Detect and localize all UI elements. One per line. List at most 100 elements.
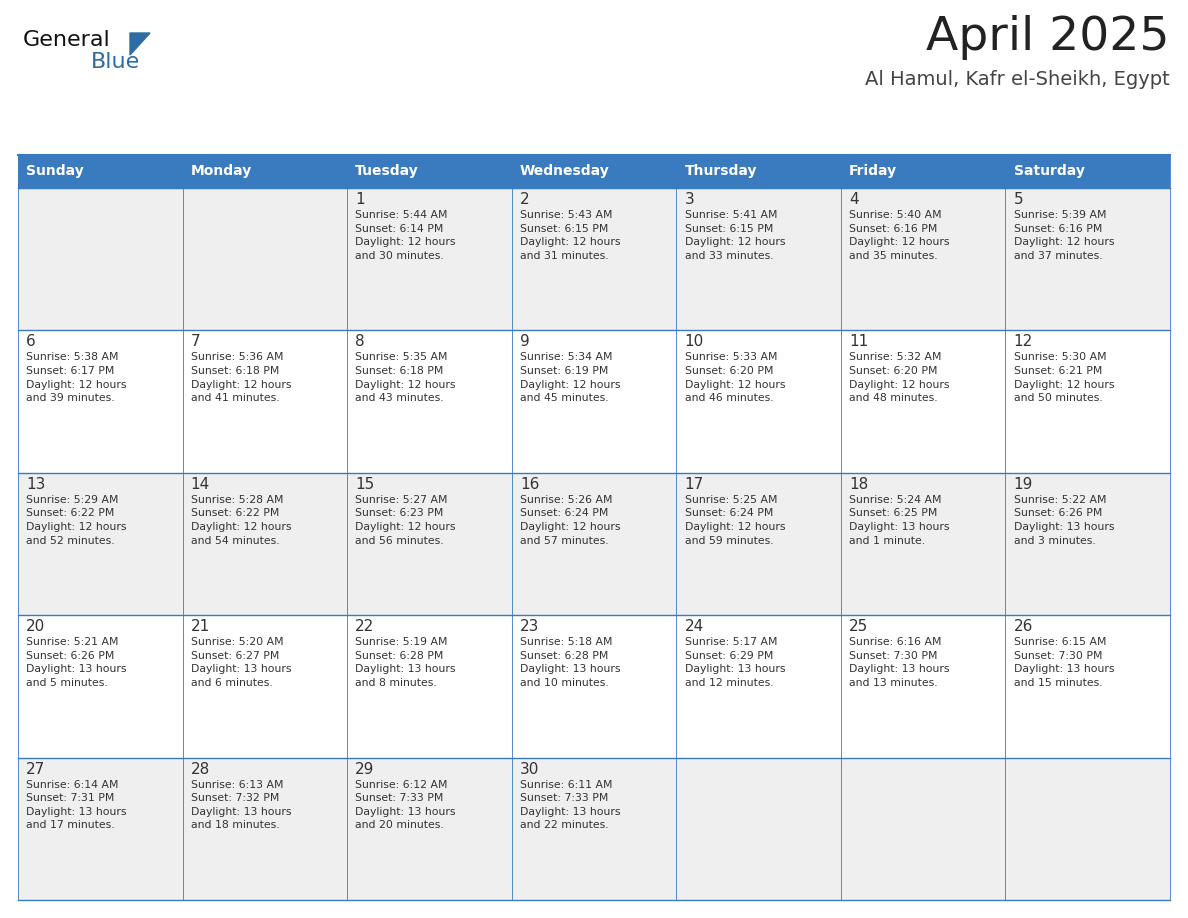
Bar xyxy=(183,473,347,615)
Text: Sunrise: 5:18 AM
Sunset: 6:28 PM
Daylight: 13 hours
and 10 minutes.: Sunrise: 5:18 AM Sunset: 6:28 PM Dayligh… xyxy=(520,637,620,688)
Bar xyxy=(841,473,1005,615)
Bar xyxy=(512,155,676,188)
Text: 19: 19 xyxy=(1013,476,1034,492)
Bar xyxy=(676,757,841,900)
Text: Blue: Blue xyxy=(91,52,140,72)
Bar xyxy=(1005,757,1170,900)
Text: 20: 20 xyxy=(26,620,45,634)
Bar xyxy=(1005,188,1170,330)
Bar xyxy=(18,757,183,900)
Bar xyxy=(512,188,676,330)
Text: Sunrise: 5:38 AM
Sunset: 6:17 PM
Daylight: 12 hours
and 39 minutes.: Sunrise: 5:38 AM Sunset: 6:17 PM Dayligh… xyxy=(26,353,127,403)
Text: Sunrise: 6:14 AM
Sunset: 7:31 PM
Daylight: 13 hours
and 17 minutes.: Sunrise: 6:14 AM Sunset: 7:31 PM Dayligh… xyxy=(26,779,127,831)
Text: 12: 12 xyxy=(1013,334,1032,350)
Bar xyxy=(1005,330,1170,473)
Bar xyxy=(347,473,512,615)
Text: Monday: Monday xyxy=(191,164,252,178)
Text: Sunrise: 6:15 AM
Sunset: 7:30 PM
Daylight: 13 hours
and 15 minutes.: Sunrise: 6:15 AM Sunset: 7:30 PM Dayligh… xyxy=(1013,637,1114,688)
Text: 28: 28 xyxy=(191,762,210,777)
Bar xyxy=(512,757,676,900)
Bar xyxy=(676,155,841,188)
Text: Sunrise: 5:40 AM
Sunset: 6:16 PM
Daylight: 12 hours
and 35 minutes.: Sunrise: 5:40 AM Sunset: 6:16 PM Dayligh… xyxy=(849,210,949,261)
Bar xyxy=(841,330,1005,473)
Text: 11: 11 xyxy=(849,334,868,350)
Text: 15: 15 xyxy=(355,476,374,492)
Text: Sunrise: 5:44 AM
Sunset: 6:14 PM
Daylight: 12 hours
and 30 minutes.: Sunrise: 5:44 AM Sunset: 6:14 PM Dayligh… xyxy=(355,210,456,261)
Bar xyxy=(183,615,347,757)
Bar xyxy=(347,757,512,900)
Text: Sunrise: 5:25 AM
Sunset: 6:24 PM
Daylight: 12 hours
and 59 minutes.: Sunrise: 5:25 AM Sunset: 6:24 PM Dayligh… xyxy=(684,495,785,545)
Text: Sunrise: 5:19 AM
Sunset: 6:28 PM
Daylight: 13 hours
and 8 minutes.: Sunrise: 5:19 AM Sunset: 6:28 PM Dayligh… xyxy=(355,637,456,688)
Bar xyxy=(347,188,512,330)
Text: 29: 29 xyxy=(355,762,374,777)
Text: 27: 27 xyxy=(26,762,45,777)
Text: 6: 6 xyxy=(26,334,36,350)
Text: 23: 23 xyxy=(520,620,539,634)
Text: Sunrise: 5:35 AM
Sunset: 6:18 PM
Daylight: 12 hours
and 43 minutes.: Sunrise: 5:35 AM Sunset: 6:18 PM Dayligh… xyxy=(355,353,456,403)
Text: 5: 5 xyxy=(1013,192,1023,207)
Bar xyxy=(18,155,183,188)
Text: Sunrise: 5:21 AM
Sunset: 6:26 PM
Daylight: 13 hours
and 5 minutes.: Sunrise: 5:21 AM Sunset: 6:26 PM Dayligh… xyxy=(26,637,127,688)
Text: Sunrise: 5:36 AM
Sunset: 6:18 PM
Daylight: 12 hours
and 41 minutes.: Sunrise: 5:36 AM Sunset: 6:18 PM Dayligh… xyxy=(191,353,291,403)
Bar xyxy=(347,155,512,188)
Text: Sunrise: 5:20 AM
Sunset: 6:27 PM
Daylight: 13 hours
and 6 minutes.: Sunrise: 5:20 AM Sunset: 6:27 PM Dayligh… xyxy=(191,637,291,688)
Text: Sunrise: 5:24 AM
Sunset: 6:25 PM
Daylight: 13 hours
and 1 minute.: Sunrise: 5:24 AM Sunset: 6:25 PM Dayligh… xyxy=(849,495,949,545)
Bar xyxy=(1005,155,1170,188)
Polygon shape xyxy=(129,33,150,55)
Text: 17: 17 xyxy=(684,476,703,492)
Bar xyxy=(512,330,676,473)
Text: 30: 30 xyxy=(520,762,539,777)
Text: Thursday: Thursday xyxy=(684,164,757,178)
Bar xyxy=(676,330,841,473)
Bar xyxy=(512,473,676,615)
Text: Sunrise: 6:11 AM
Sunset: 7:33 PM
Daylight: 13 hours
and 22 minutes.: Sunrise: 6:11 AM Sunset: 7:33 PM Dayligh… xyxy=(520,779,620,831)
Text: Sunrise: 5:41 AM
Sunset: 6:15 PM
Daylight: 12 hours
and 33 minutes.: Sunrise: 5:41 AM Sunset: 6:15 PM Dayligh… xyxy=(684,210,785,261)
Text: 2: 2 xyxy=(520,192,530,207)
Text: 25: 25 xyxy=(849,620,868,634)
Bar xyxy=(183,188,347,330)
Text: Sunrise: 5:39 AM
Sunset: 6:16 PM
Daylight: 12 hours
and 37 minutes.: Sunrise: 5:39 AM Sunset: 6:16 PM Dayligh… xyxy=(1013,210,1114,261)
Bar xyxy=(183,330,347,473)
Bar xyxy=(183,757,347,900)
Text: 8: 8 xyxy=(355,334,365,350)
Bar xyxy=(18,330,183,473)
Text: Sunrise: 5:34 AM
Sunset: 6:19 PM
Daylight: 12 hours
and 45 minutes.: Sunrise: 5:34 AM Sunset: 6:19 PM Dayligh… xyxy=(520,353,620,403)
Text: 16: 16 xyxy=(520,476,539,492)
Text: Sunrise: 5:32 AM
Sunset: 6:20 PM
Daylight: 12 hours
and 48 minutes.: Sunrise: 5:32 AM Sunset: 6:20 PM Dayligh… xyxy=(849,353,949,403)
Text: Friday: Friday xyxy=(849,164,897,178)
Bar xyxy=(841,757,1005,900)
Text: 14: 14 xyxy=(191,476,210,492)
Bar xyxy=(18,473,183,615)
Text: 22: 22 xyxy=(355,620,374,634)
Text: Sunrise: 6:12 AM
Sunset: 7:33 PM
Daylight: 13 hours
and 20 minutes.: Sunrise: 6:12 AM Sunset: 7:33 PM Dayligh… xyxy=(355,779,456,831)
Text: April 2025: April 2025 xyxy=(927,15,1170,60)
Text: Sunrise: 5:30 AM
Sunset: 6:21 PM
Daylight: 12 hours
and 50 minutes.: Sunrise: 5:30 AM Sunset: 6:21 PM Dayligh… xyxy=(1013,353,1114,403)
Text: Al Hamul, Kafr el-Sheikh, Egypt: Al Hamul, Kafr el-Sheikh, Egypt xyxy=(865,70,1170,89)
Text: Sunday: Sunday xyxy=(26,164,84,178)
Text: Sunrise: 5:27 AM
Sunset: 6:23 PM
Daylight: 12 hours
and 56 minutes.: Sunrise: 5:27 AM Sunset: 6:23 PM Dayligh… xyxy=(355,495,456,545)
Text: Wednesday: Wednesday xyxy=(520,164,609,178)
Text: Sunrise: 5:28 AM
Sunset: 6:22 PM
Daylight: 12 hours
and 54 minutes.: Sunrise: 5:28 AM Sunset: 6:22 PM Dayligh… xyxy=(191,495,291,545)
Bar xyxy=(1005,615,1170,757)
Text: Sunrise: 5:26 AM
Sunset: 6:24 PM
Daylight: 12 hours
and 57 minutes.: Sunrise: 5:26 AM Sunset: 6:24 PM Dayligh… xyxy=(520,495,620,545)
Bar xyxy=(676,188,841,330)
Bar xyxy=(512,615,676,757)
Text: 4: 4 xyxy=(849,192,859,207)
Text: 13: 13 xyxy=(26,476,45,492)
Text: Tuesday: Tuesday xyxy=(355,164,419,178)
Text: 7: 7 xyxy=(191,334,201,350)
Text: 3: 3 xyxy=(684,192,694,207)
Bar xyxy=(676,473,841,615)
Bar xyxy=(347,330,512,473)
Text: 21: 21 xyxy=(191,620,210,634)
Bar xyxy=(183,155,347,188)
Text: Sunrise: 5:33 AM
Sunset: 6:20 PM
Daylight: 12 hours
and 46 minutes.: Sunrise: 5:33 AM Sunset: 6:20 PM Dayligh… xyxy=(684,353,785,403)
Text: Sunrise: 5:43 AM
Sunset: 6:15 PM
Daylight: 12 hours
and 31 minutes.: Sunrise: 5:43 AM Sunset: 6:15 PM Dayligh… xyxy=(520,210,620,261)
Text: Sunrise: 6:13 AM
Sunset: 7:32 PM
Daylight: 13 hours
and 18 minutes.: Sunrise: 6:13 AM Sunset: 7:32 PM Dayligh… xyxy=(191,779,291,831)
Bar xyxy=(347,615,512,757)
Bar xyxy=(841,155,1005,188)
Bar xyxy=(676,615,841,757)
Bar xyxy=(1005,473,1170,615)
Text: Sunrise: 5:17 AM
Sunset: 6:29 PM
Daylight: 13 hours
and 12 minutes.: Sunrise: 5:17 AM Sunset: 6:29 PM Dayligh… xyxy=(684,637,785,688)
Text: 9: 9 xyxy=(520,334,530,350)
